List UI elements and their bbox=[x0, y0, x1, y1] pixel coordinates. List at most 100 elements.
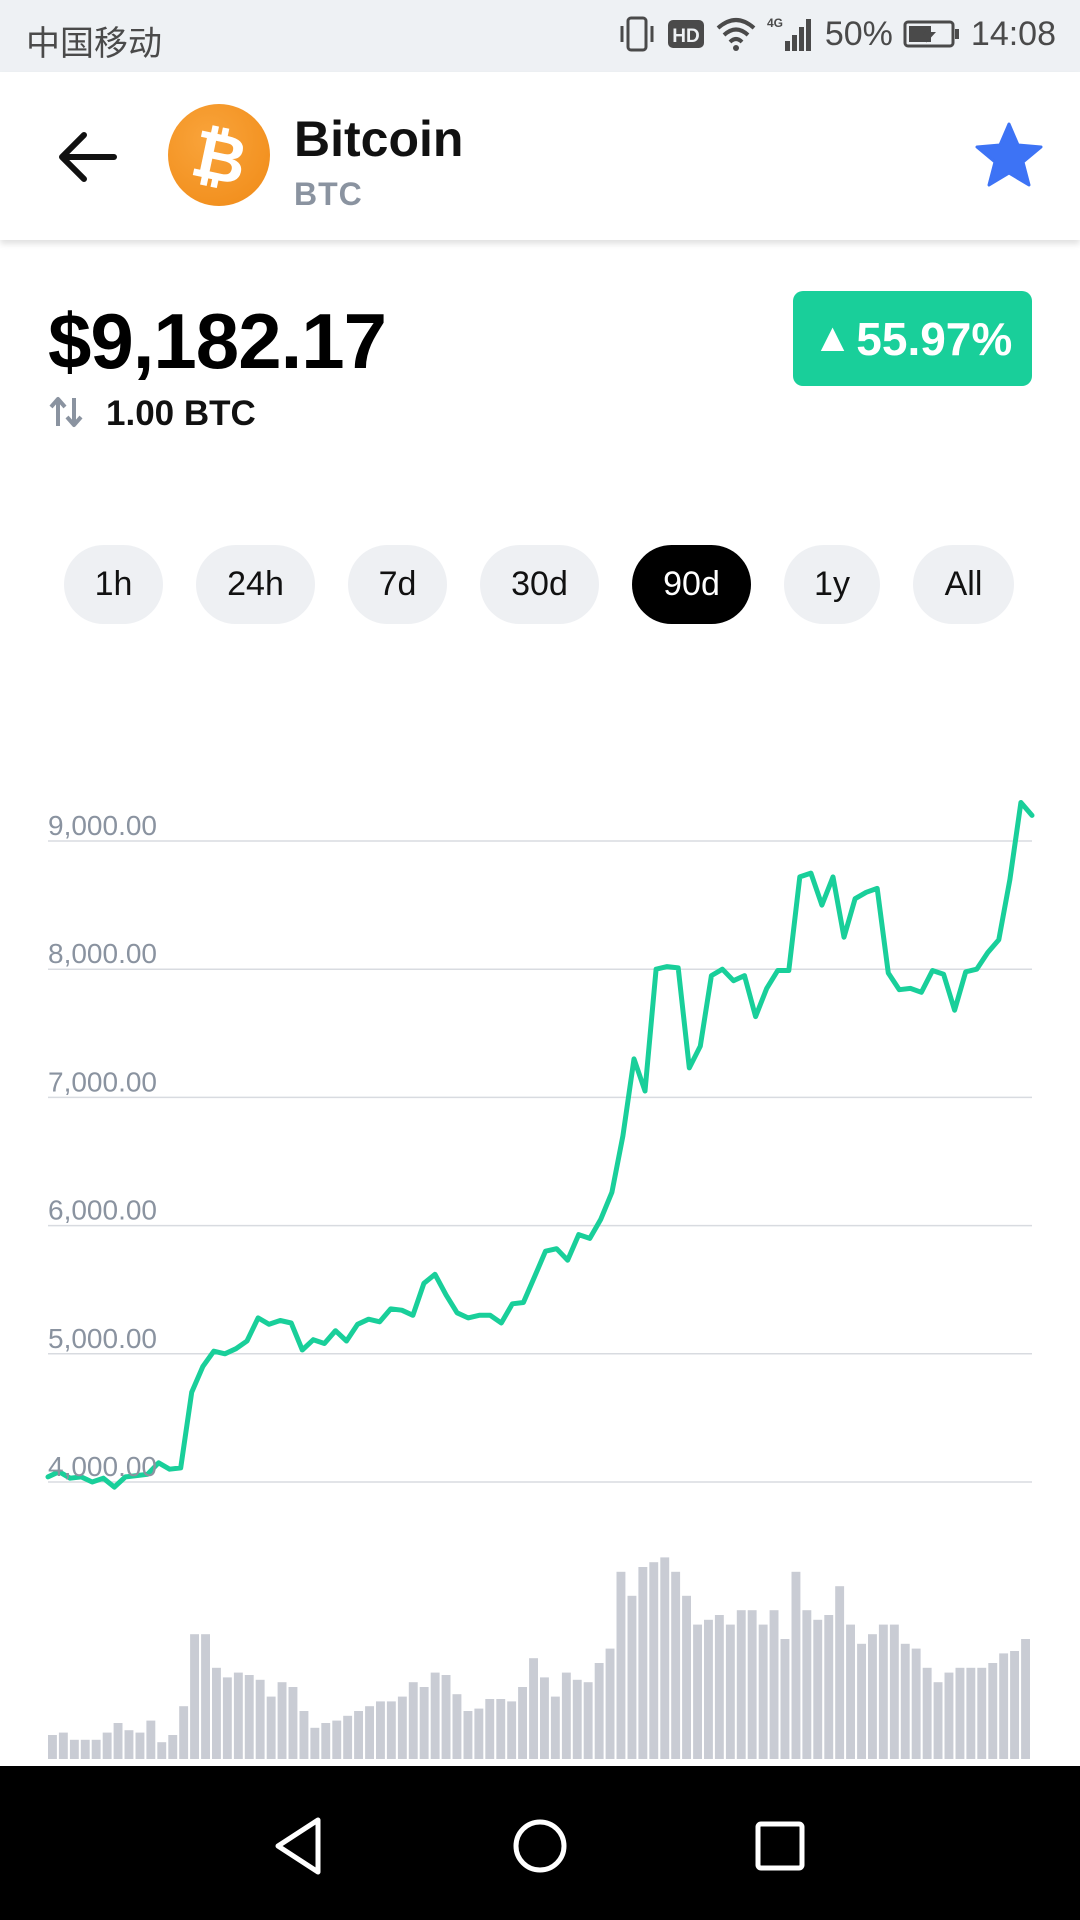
volume-bar bbox=[419, 1687, 429, 1759]
volume-bar bbox=[277, 1682, 287, 1759]
bitcoin-symbol-icon: ₿ bbox=[185, 114, 254, 201]
price-chart[interactable]: 9,000.00 8,000.00 7,000.00 6,000.00 5,000.00… bbox=[0, 700, 1080, 1766]
nav-recents-icon[interactable] bbox=[740, 1806, 820, 1886]
volume-bar bbox=[944, 1672, 954, 1759]
volume-bar bbox=[955, 1667, 965, 1759]
volume-bar bbox=[179, 1706, 189, 1759]
range-tab-24h[interactable]: 24h bbox=[196, 545, 315, 624]
y-tick-label: 8,000.00 bbox=[48, 938, 157, 969]
volume-bar bbox=[507, 1701, 517, 1759]
coin-name: Bitcoin bbox=[294, 111, 464, 167]
back-arrow-icon[interactable] bbox=[52, 122, 122, 192]
hd-label: HD bbox=[672, 26, 699, 47]
volume-bar bbox=[780, 1639, 790, 1759]
volume-bar bbox=[857, 1643, 866, 1759]
volume-bar bbox=[430, 1672, 440, 1759]
volume-bar bbox=[69, 1739, 79, 1759]
app-header: ₿ Bitcoin BTC bbox=[0, 72, 1080, 240]
vibrate-icon bbox=[620, 16, 654, 52]
up-triangle-icon: ▲ bbox=[812, 316, 853, 360]
volume-bar bbox=[769, 1610, 779, 1759]
volume-bar bbox=[627, 1595, 637, 1759]
chart-grid bbox=[48, 840, 1032, 1483]
nav-back-icon[interactable] bbox=[260, 1806, 340, 1886]
bitcoin-logo: ₿ bbox=[168, 104, 270, 206]
volume-bar bbox=[354, 1711, 363, 1759]
volume-bar bbox=[594, 1663, 604, 1759]
volume-bar bbox=[999, 1653, 1009, 1759]
range-tab-30d[interactable]: 30d bbox=[480, 545, 599, 624]
y-axis-labels: 9,000.00 8,000.00 7,000.00 6,000.00 5,000.00… bbox=[48, 810, 157, 1482]
volume-bar bbox=[441, 1675, 451, 1759]
volume-bar bbox=[889, 1624, 899, 1759]
volume-bar bbox=[758, 1624, 768, 1759]
volume-bar bbox=[682, 1595, 691, 1759]
volume-bar bbox=[332, 1720, 342, 1759]
volume-bar bbox=[900, 1643, 910, 1759]
volume-bar bbox=[605, 1648, 615, 1759]
volume-bar bbox=[310, 1727, 320, 1759]
volume-bar bbox=[725, 1624, 735, 1759]
range-tab-1y[interactable]: 1y bbox=[784, 545, 880, 624]
volume-bar bbox=[529, 1658, 538, 1759]
volume-bar bbox=[933, 1682, 943, 1759]
status-bar: 中国移动 HD 4G 50% 14:08 bbox=[0, 0, 1080, 72]
volume-bar bbox=[878, 1624, 888, 1759]
volume-bar bbox=[212, 1667, 221, 1759]
range-tab-90d[interactable]: 90d bbox=[632, 545, 751, 624]
volume-bar bbox=[911, 1648, 921, 1759]
volume-bar bbox=[922, 1667, 932, 1759]
signal-icon: 4G bbox=[767, 16, 811, 51]
carrier-label: 中国移动 bbox=[26, 25, 162, 63]
volume-bar bbox=[747, 1610, 757, 1759]
range-tab-7d[interactable]: 7d bbox=[348, 545, 447, 624]
volume-bar bbox=[299, 1711, 309, 1759]
volume-bar bbox=[813, 1619, 823, 1759]
volume-bar bbox=[638, 1567, 648, 1759]
swap-arrows-icon[interactable] bbox=[48, 394, 84, 430]
battery-icon bbox=[903, 20, 959, 48]
svg-text:₿: ₿ bbox=[185, 114, 254, 201]
volume-bar bbox=[386, 1701, 396, 1759]
volume-bar bbox=[397, 1696, 407, 1759]
volume-bar bbox=[485, 1699, 495, 1759]
y-tick-label: 7,000.00 bbox=[48, 1066, 157, 1097]
y-tick-label: 5,000.00 bbox=[48, 1323, 157, 1354]
volume-bar bbox=[452, 1694, 462, 1759]
volume-bar bbox=[124, 1730, 134, 1759]
volume-bar bbox=[835, 1586, 845, 1759]
volume-bar bbox=[113, 1723, 123, 1759]
clock: 14:08 bbox=[970, 14, 1056, 53]
nav-home-icon[interactable] bbox=[500, 1806, 580, 1886]
volume-bar bbox=[58, 1732, 68, 1759]
volume-bar bbox=[80, 1739, 90, 1759]
volume-bar bbox=[48, 1735, 57, 1759]
volume-bar bbox=[616, 1571, 626, 1759]
volume-bar bbox=[1010, 1651, 1019, 1759]
coin-symbol: BTC bbox=[294, 176, 363, 212]
volume-bar bbox=[802, 1610, 812, 1759]
y-tick-label: 4,000.00 bbox=[48, 1451, 157, 1482]
volume-bar bbox=[572, 1679, 582, 1759]
volume-bar bbox=[321, 1723, 331, 1759]
volume-bar bbox=[736, 1610, 746, 1759]
volume-bar bbox=[966, 1667, 976, 1759]
volume-bar bbox=[201, 1634, 210, 1759]
y-tick-label: 6,000.00 bbox=[48, 1195, 157, 1226]
price-value: $9,182.17 bbox=[48, 297, 387, 385]
volume-bars bbox=[48, 1557, 1030, 1759]
volume-bar bbox=[474, 1708, 484, 1759]
volume-bar bbox=[244, 1675, 254, 1759]
holding-amount: 1.00 BTC bbox=[106, 394, 256, 433]
volume-bar bbox=[791, 1571, 801, 1759]
volume-bar bbox=[255, 1679, 265, 1759]
range-tab-1h[interactable]: 1h bbox=[64, 545, 163, 624]
volume-bar bbox=[518, 1687, 527, 1759]
volume-bar bbox=[649, 1562, 659, 1759]
volume-bar bbox=[408, 1682, 418, 1759]
system-nav-bar bbox=[0, 1766, 1080, 1920]
range-tab-all[interactable]: All bbox=[913, 545, 1014, 624]
wifi-icon bbox=[716, 18, 756, 51]
status-icons: HD 4G 50% 14:08 bbox=[617, 14, 1056, 54]
star-icon[interactable] bbox=[974, 120, 1044, 190]
